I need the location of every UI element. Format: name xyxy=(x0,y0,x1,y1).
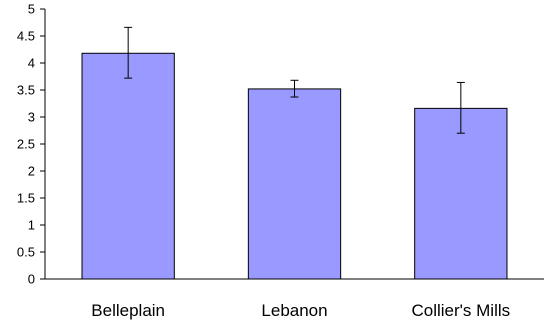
x-axis-labels: Belleplain Lebanon Collier's Mills xyxy=(91,301,510,320)
x-category-label: Belleplain xyxy=(91,301,165,320)
y-axis-ticks: 0 0.5 1 1.5 2 2.5 3 3.5 4 4.5 5 xyxy=(17,2,45,287)
y-tick-label: 3 xyxy=(28,110,35,125)
error-bars xyxy=(124,26,465,134)
bar xyxy=(247,88,342,280)
y-tick-label: 3.5 xyxy=(17,83,35,98)
y-tick-label: 4 xyxy=(28,56,35,71)
bars xyxy=(81,52,508,280)
y-tick-label: 2.5 xyxy=(17,137,35,152)
x-category-label: Collier's Mills xyxy=(412,301,511,320)
x-category-label: Lebanon xyxy=(261,301,327,320)
y-tick-label: 5 xyxy=(28,2,35,17)
y-tick-label: 0.5 xyxy=(17,245,35,260)
y-tick-label: 4.5 xyxy=(17,29,35,44)
y-tick-label: 1.5 xyxy=(17,191,35,206)
y-tick-label: 0 xyxy=(28,272,35,287)
y-tick-label: 2 xyxy=(28,164,35,179)
y-tick-label: 1 xyxy=(28,218,35,233)
bar xyxy=(81,52,175,280)
bar xyxy=(414,107,508,280)
